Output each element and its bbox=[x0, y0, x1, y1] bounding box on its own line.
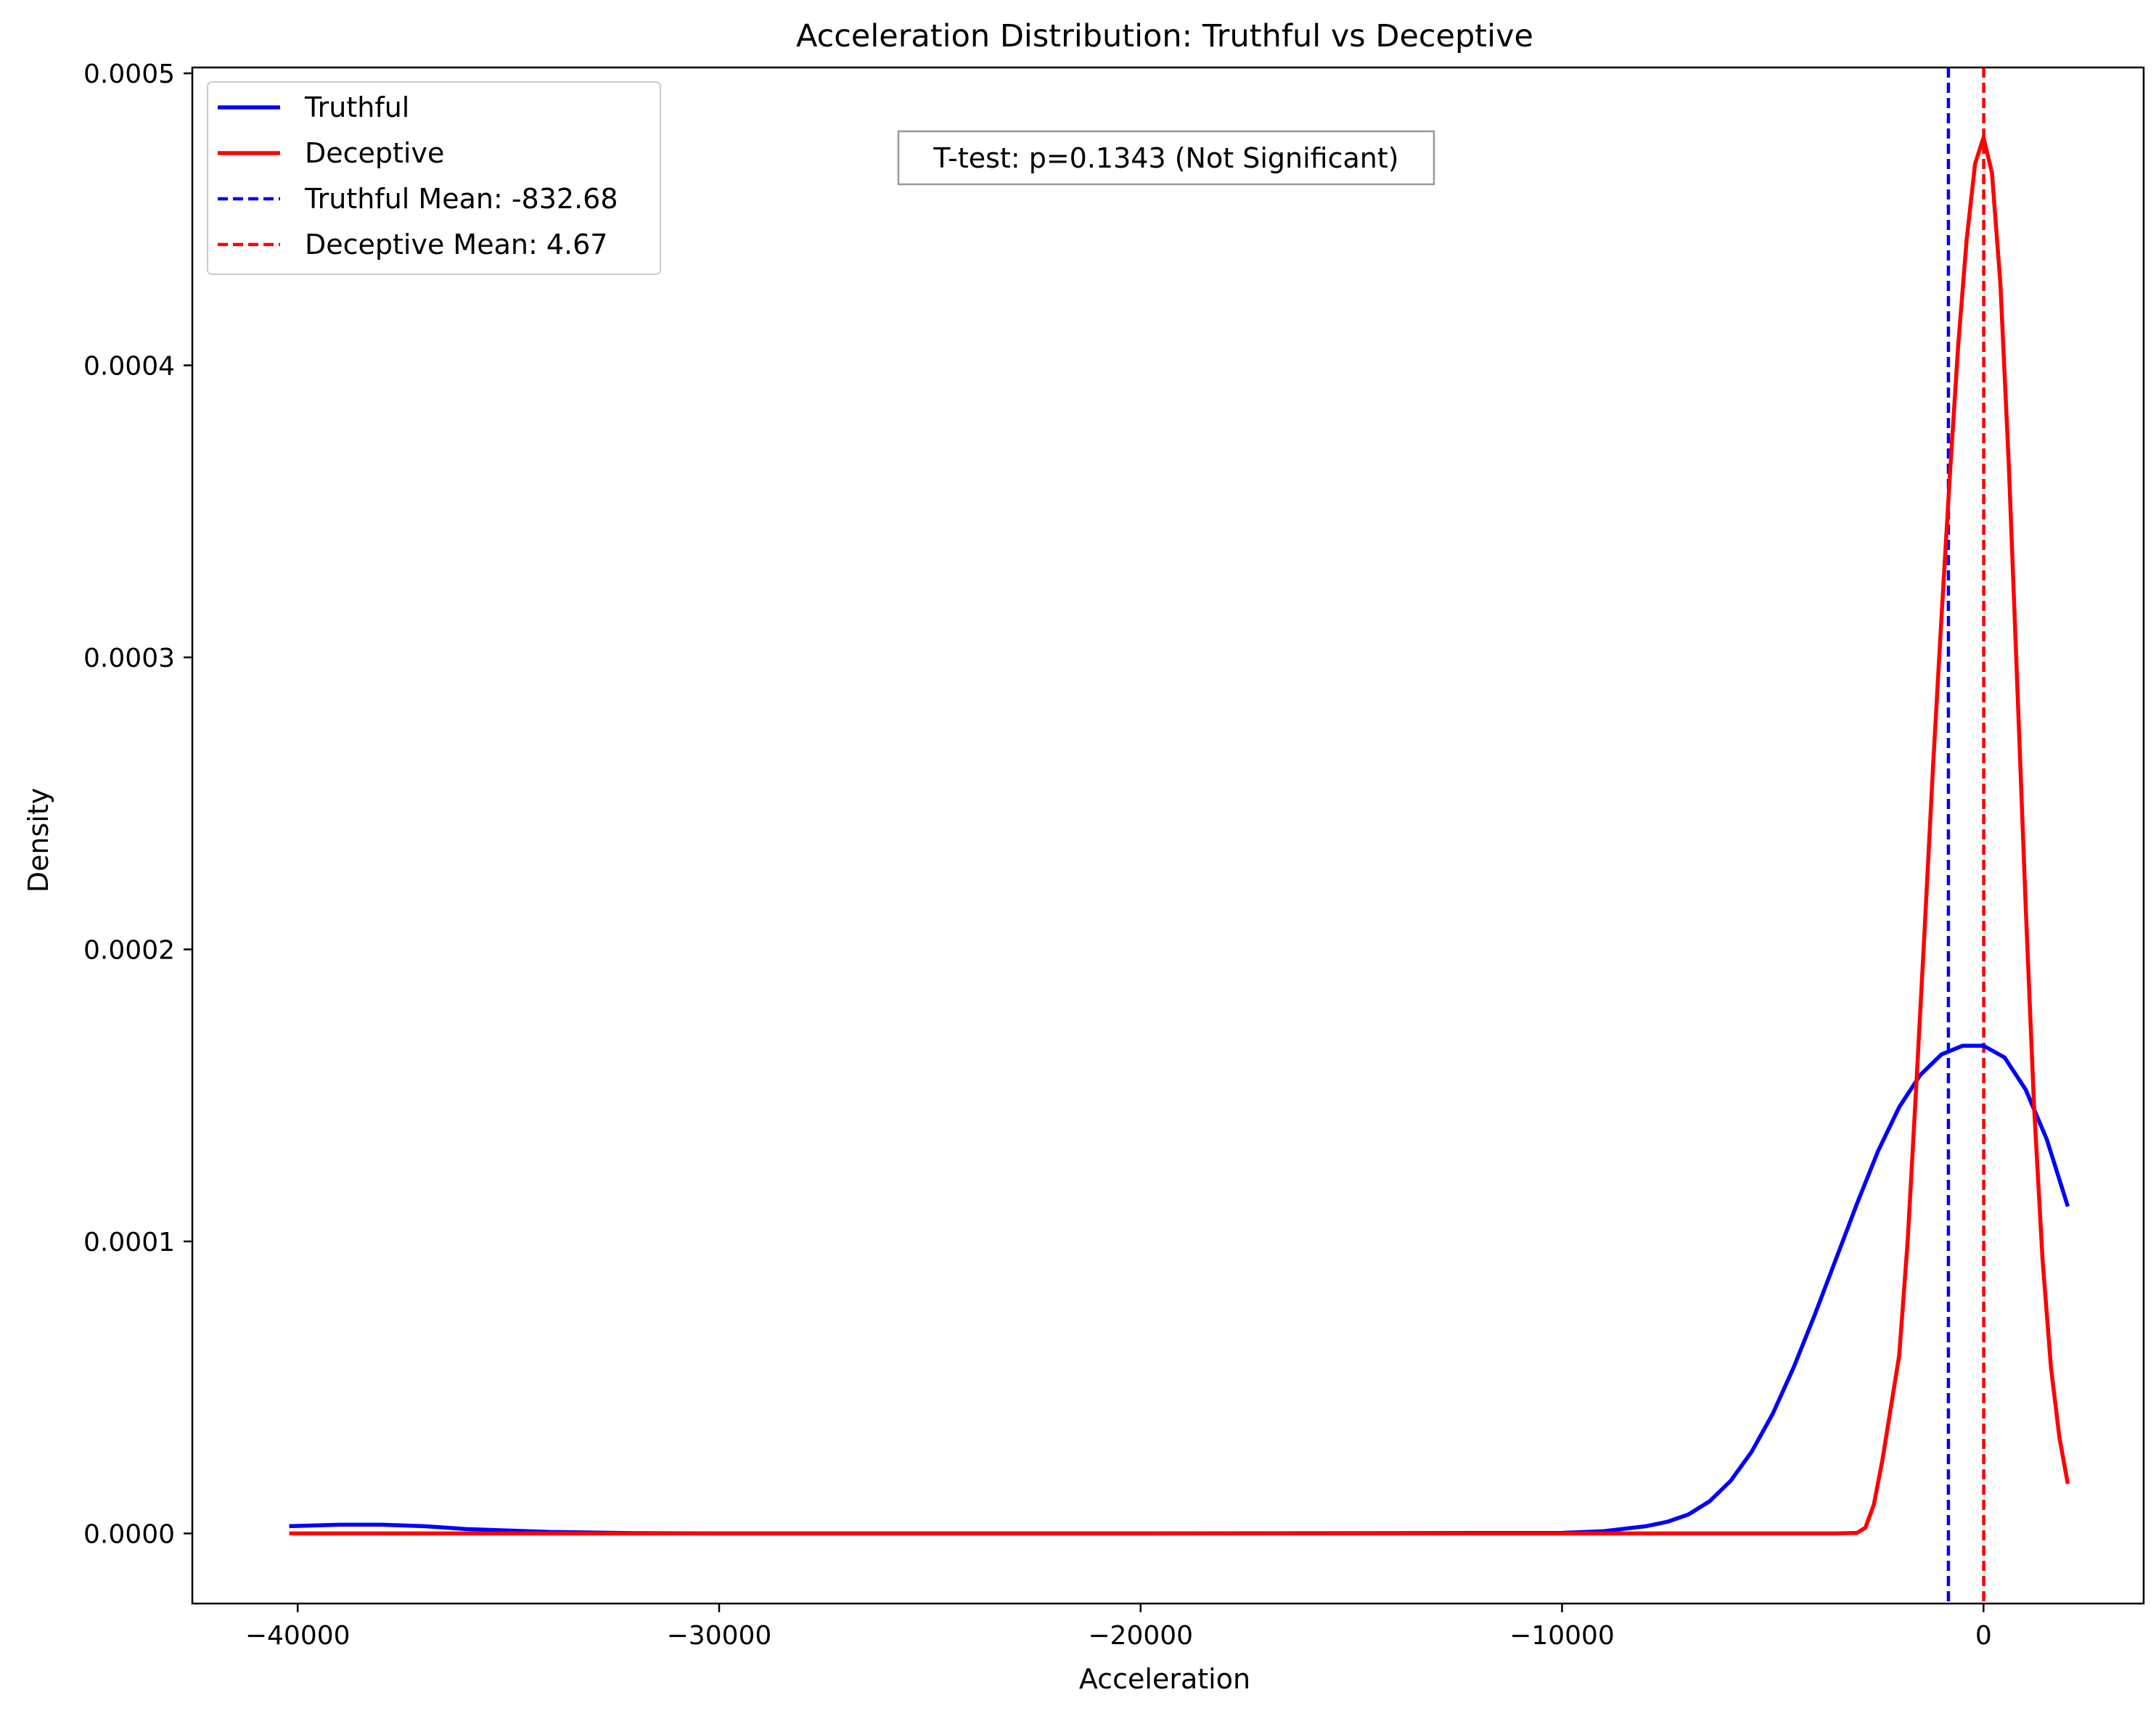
legend-label: Truthful Mean: -832.68 bbox=[304, 183, 618, 215]
x-tick-label: −10000 bbox=[1509, 1621, 1615, 1651]
legend-label: Deceptive bbox=[305, 137, 444, 169]
chart-title: Acceleration Distribution: Truthful vs D… bbox=[796, 18, 1533, 54]
y-axis: 0.0000 0.0001 0.0002 0.0003 0.0004 0.0005 bbox=[83, 59, 192, 1549]
y-axis-label: Density bbox=[22, 788, 54, 892]
annotation-text: T-test: p=0.1343 (Not Significant) bbox=[933, 142, 1398, 174]
y-tick-label: 0.0001 bbox=[83, 1228, 175, 1257]
plot-frame bbox=[191, 66, 2145, 1605]
y-tick-label: 0.0005 bbox=[83, 59, 175, 89]
legend-label: Deceptive Mean: 4.67 bbox=[305, 229, 607, 260]
x-axis-label: Acceleration bbox=[1079, 1663, 1250, 1695]
series-line-truthful bbox=[289, 1043, 2070, 1536]
plot-area bbox=[289, 67, 2070, 1604]
legend-label: Truthful bbox=[304, 91, 409, 123]
x-tick-label: −40000 bbox=[245, 1621, 351, 1651]
annotation-box: T-test: p=0.1343 (Not Significant) bbox=[897, 130, 1435, 186]
annotation-frame bbox=[897, 130, 1435, 186]
x-tick-label: −20000 bbox=[1088, 1621, 1193, 1651]
x-axis: −40000 −30000 −20000 −10000 0 bbox=[245, 1604, 1992, 1651]
x-tick-label: −30000 bbox=[667, 1621, 772, 1651]
y-tick-label: 0.0000 bbox=[83, 1519, 175, 1549]
y-tick-label: 0.0004 bbox=[83, 352, 175, 382]
y-tick-label: 0.0002 bbox=[83, 935, 175, 965]
series-line-deceptive bbox=[289, 135, 2070, 1536]
y-tick-label: 0.0003 bbox=[83, 644, 175, 673]
legend: Truthful Deceptive Truthful Mean: -832.68 D… bbox=[207, 81, 661, 275]
x-tick-label: 0 bbox=[1975, 1621, 1992, 1651]
legend-frame bbox=[207, 81, 661, 275]
